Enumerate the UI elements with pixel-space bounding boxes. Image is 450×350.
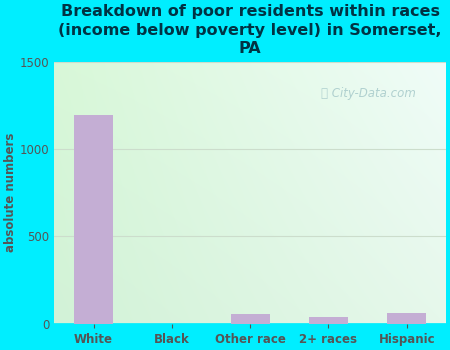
Title: Breakdown of poor residents within races
(income below poverty level) in Somerse: Breakdown of poor residents within races… [58,4,442,56]
Y-axis label: absolute numbers: absolute numbers [4,133,17,252]
Text: ⓘ City-Data.com: ⓘ City-Data.com [320,87,415,100]
Bar [74,116,113,324]
Bar [309,317,348,324]
Bar [230,314,270,324]
Bar [387,313,426,324]
